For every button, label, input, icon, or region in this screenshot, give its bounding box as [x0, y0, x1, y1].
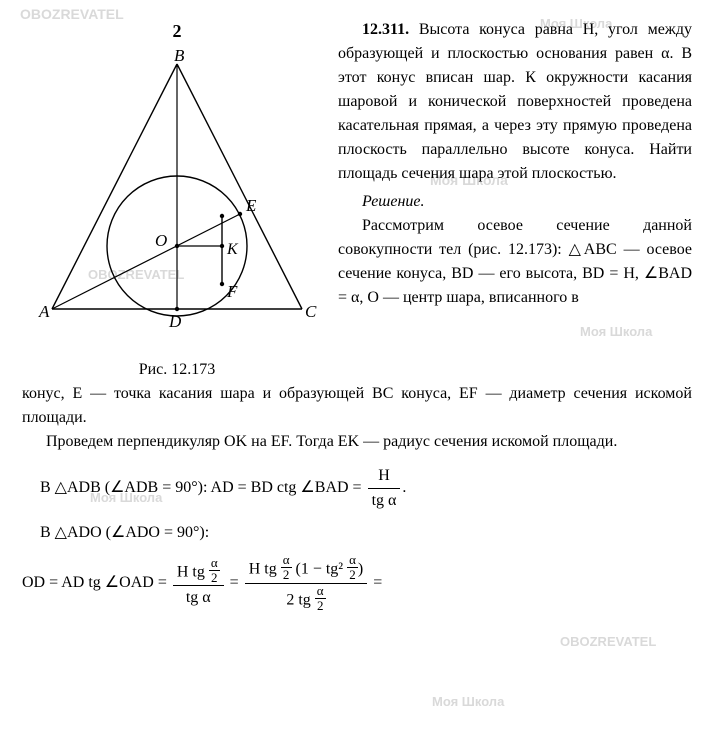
problem-statement: Высота конуса равна H, угол между образу… — [338, 21, 692, 182]
math-line-1: В △ADB (∠ADB = 90°): AD = BD ctg ∠BAD = … — [40, 464, 692, 513]
math-line-3: OD = AD tg ∠OAD = H tg α2 tg α = H tg α2… — [22, 553, 692, 613]
math-line-2: В △ADO (∠ADO = 90°): — [40, 521, 692, 545]
figure-caption: Рис. 12.173 — [22, 358, 332, 382]
svg-text:A: A — [38, 302, 50, 321]
svg-text:K: K — [226, 241, 239, 258]
problem-number: 12.311. — [362, 21, 409, 38]
solution-label: Решение. — [362, 193, 425, 210]
svg-text:B: B — [174, 49, 185, 65]
page-number: 2 — [22, 18, 332, 45]
solution-intro: Рассмотрим осевое сечение данной совокуп… — [338, 214, 692, 310]
solution-cont-1: конус, E — точка касания шара и образующ… — [22, 382, 692, 430]
solution-cont-2: Проведем перпендикуляр OK на EF. Тогда E… — [22, 430, 692, 454]
watermark: Моя Школа — [432, 692, 504, 712]
svg-text:F: F — [226, 282, 238, 301]
svg-text:E: E — [245, 196, 257, 215]
svg-text:D: D — [168, 312, 182, 331]
svg-text:C: C — [305, 302, 317, 321]
geometry-figure: B A C D O K E F — [27, 49, 327, 344]
watermark: OBOZREVATEL — [560, 632, 656, 652]
svg-text:O: O — [155, 231, 167, 250]
